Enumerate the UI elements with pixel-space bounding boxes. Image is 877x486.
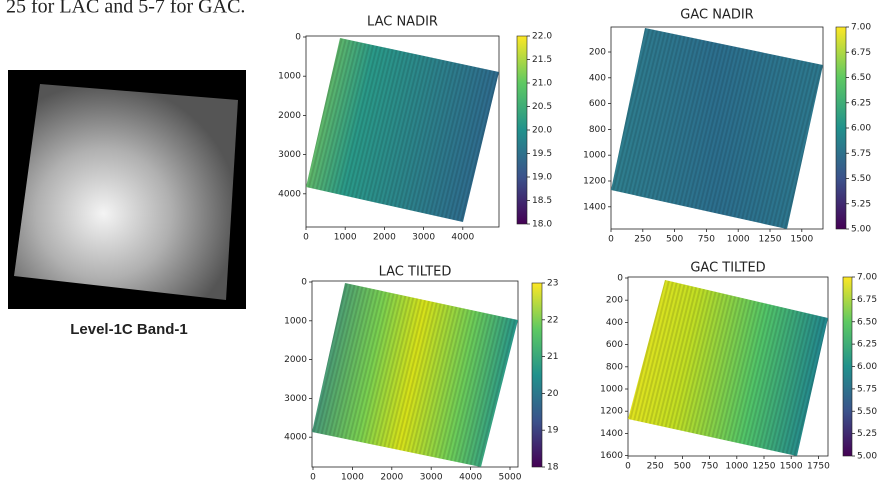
colorbar-tick-label: 19.5	[532, 149, 552, 159]
colorbar	[843, 277, 852, 456]
colorbar-tick-label: 5.00	[851, 225, 871, 235]
y-tick-label: 2000	[278, 111, 301, 121]
colorbar-tick-label: 5.75	[851, 149, 871, 159]
y-tick-label: 1000	[278, 72, 301, 82]
colorbar-tick-label: 19.0	[532, 173, 552, 183]
colorbar	[517, 36, 527, 224]
colorbar-tick-label: 6.25	[851, 98, 871, 108]
y-tick-label: 1200	[600, 407, 623, 417]
panel-title: LAC NADIR	[367, 15, 438, 30]
y-tick-label: 1200	[583, 177, 606, 187]
colorbar-tick-label: 5.25	[851, 199, 871, 209]
y-tick-label: 800	[589, 125, 606, 135]
colorbar-tick-label: 5.75	[857, 384, 877, 394]
colorbar-tick-label: 5.00	[857, 452, 877, 462]
colorbar-tick-label: 6.00	[851, 124, 871, 134]
x-tick-label: 0	[625, 462, 631, 472]
y-tick-label: 600	[589, 99, 606, 109]
y-tick-label: 200	[606, 296, 623, 306]
image-swath	[14, 84, 238, 300]
colorbar-tick-label: 7.00	[857, 273, 877, 283]
colorbar-tick-label: 5.50	[851, 174, 871, 184]
panel-title: GAC NADIR	[680, 8, 753, 23]
x-tick-label: 0	[310, 473, 316, 483]
x-tick-label: 4000	[459, 473, 482, 483]
colorbar-tick-label: 5.25	[857, 429, 877, 439]
x-tick-label: 3000	[412, 233, 435, 243]
colorbar-tick-label: 21	[547, 352, 558, 362]
colorbar	[532, 283, 542, 467]
image-caption: Level-1C Band-1	[70, 321, 188, 338]
x-tick-label: 250	[647, 462, 664, 472]
colorbar	[836, 27, 846, 229]
colorbar-tick-label: 18.0	[532, 220, 552, 230]
y-tick-label: 0	[617, 274, 623, 284]
x-tick-label: 1250	[753, 462, 776, 472]
colorbar-tick-label: 20	[547, 389, 559, 399]
x-tick-label: 750	[698, 235, 715, 245]
y-tick-label: 0	[301, 278, 307, 288]
y-tick-label: 1400	[583, 202, 606, 212]
colorbar-tick-label: 23	[547, 279, 558, 289]
colorbar-tick-label: 6.00	[857, 362, 877, 372]
colorbar-tick-label: 19	[547, 426, 559, 436]
y-tick-label: 1000	[284, 316, 307, 326]
colorbar-tick-label: 22	[547, 315, 558, 325]
x-tick-label: 750	[701, 462, 718, 472]
x-tick-label: 1000	[341, 473, 364, 483]
colorbar-tick-label: 5.50	[857, 407, 877, 417]
x-tick-label: 1500	[790, 235, 813, 245]
colorbar-tick-label: 20.5	[532, 102, 552, 112]
panel-title: LAC TILTED	[379, 265, 452, 280]
x-tick-label: 1000	[727, 235, 750, 245]
colorbar-tick-label: 7.00	[851, 23, 871, 33]
x-tick-label: 0	[303, 233, 309, 243]
colorbar-tick-label: 6.75	[857, 295, 877, 305]
y-tick-label: 3000	[284, 394, 307, 404]
y-tick-label: 2000	[284, 355, 307, 365]
x-tick-label: 3000	[420, 473, 443, 483]
x-tick-label: 5000	[499, 473, 522, 483]
y-tick-label: 1400	[600, 429, 623, 439]
colorbar-tick-label: 18	[547, 463, 559, 473]
x-tick-label: 1750	[807, 462, 830, 472]
colorbar-tick-label: 6.50	[851, 73, 871, 83]
y-tick-label: 1000	[600, 385, 623, 395]
x-tick-label: 500	[666, 235, 683, 245]
y-tick-label: 0	[295, 33, 301, 43]
y-tick-label: 200	[589, 48, 606, 58]
colorbar-tick-label: 6.25	[857, 340, 877, 350]
y-tick-label: 3000	[278, 150, 301, 160]
colorbar-tick-label: 20.0	[532, 126, 552, 136]
panel-title: GAC TILTED	[690, 261, 765, 276]
figure: 25 for LAC and 5-7 for GAC. Level-1C Ban…	[0, 0, 877, 486]
colorbar-tick-label: 6.75	[851, 48, 871, 58]
colorbar-tick-label: 22.0	[532, 32, 552, 42]
colorbar-tick-label: 21.5	[532, 55, 552, 65]
y-tick-label: 400	[606, 318, 623, 328]
y-tick-label: 600	[606, 340, 623, 350]
colorbar-tick-label: 18.5	[532, 196, 552, 206]
y-tick-label: 4000	[278, 189, 301, 199]
y-tick-label: 4000	[284, 433, 307, 443]
colorbar-tick-label: 6.50	[857, 317, 877, 327]
x-tick-label: 0	[608, 235, 614, 245]
x-tick-label: 1500	[780, 462, 803, 472]
x-tick-label: 4000	[451, 233, 474, 243]
x-tick-label: 1250	[759, 235, 782, 245]
y-tick-label: 800	[606, 362, 623, 372]
y-tick-label: 400	[589, 73, 606, 83]
x-tick-label: 2000	[380, 473, 403, 483]
x-tick-label: 2000	[373, 233, 396, 243]
y-tick-label: 1600	[600, 451, 623, 461]
y-tick-label: 1000	[583, 151, 606, 161]
x-tick-label: 250	[634, 235, 651, 245]
x-tick-label: 1000	[725, 462, 748, 472]
x-tick-label: 500	[674, 462, 691, 472]
x-tick-label: 1000	[334, 233, 357, 243]
intro-text: 25 for LAC and 5-7 for GAC.	[6, 0, 245, 18]
colorbar-tick-label: 21.0	[532, 79, 552, 89]
